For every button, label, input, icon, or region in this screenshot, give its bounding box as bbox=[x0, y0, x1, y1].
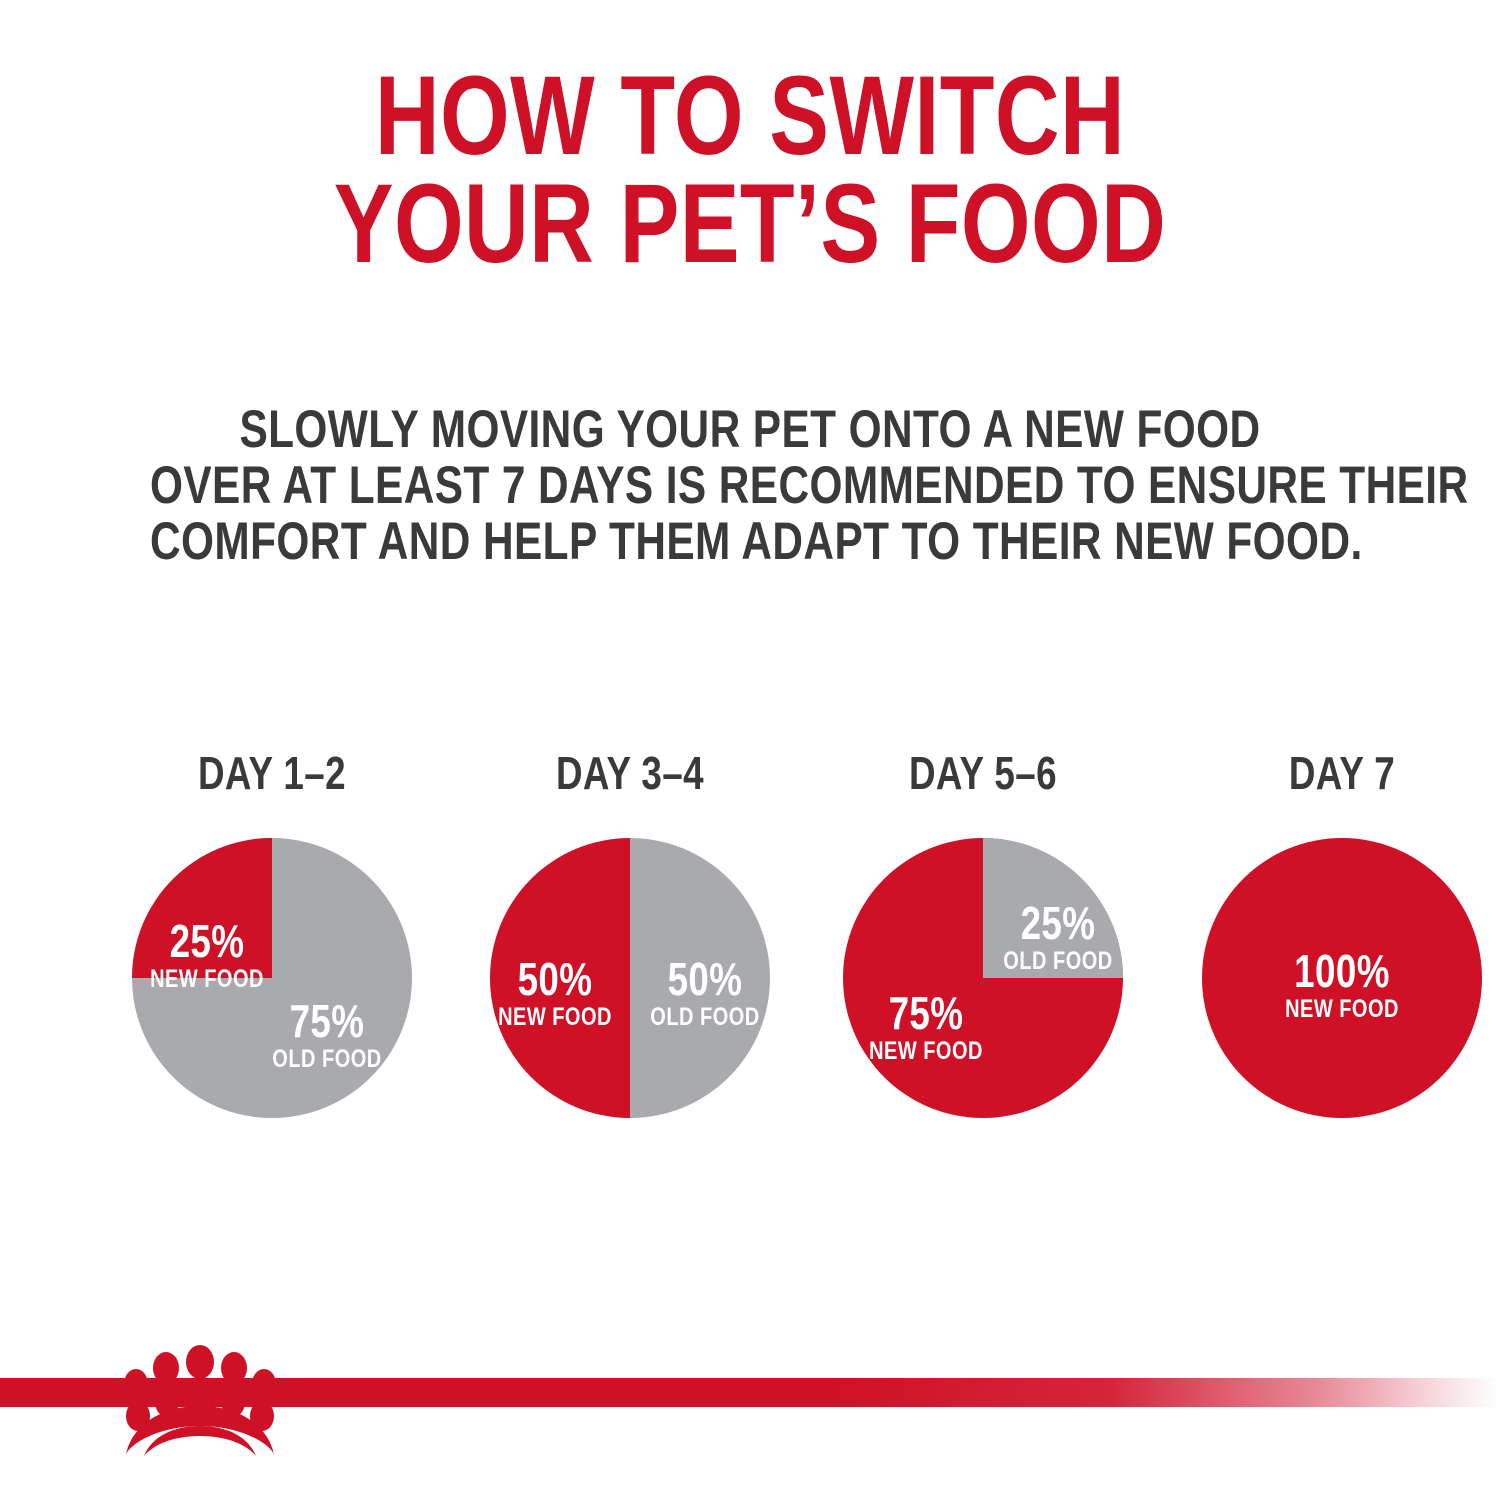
pie-chart-row: DAY 1–2 25% NEW FOOD 75% OLD FOOD DAY 3–… bbox=[0, 748, 1500, 1168]
day-label-4: DAY 7 bbox=[1288, 747, 1396, 799]
pie-label-new-food: 25% NEW FOOD bbox=[132, 918, 282, 994]
pie-pct-new-food: 25% bbox=[169, 915, 245, 967]
pie-name-new-food: NEW FOOD bbox=[498, 1003, 612, 1031]
footer-red-bar bbox=[0, 1378, 1500, 1407]
pie-name-new-food: NEW FOOD bbox=[1285, 995, 1399, 1023]
pie-slice-new-food bbox=[132, 838, 272, 978]
subtitle-line-2: OVER AT LEAST 7 DAYS IS RECOMMENDED TO E… bbox=[150, 456, 1469, 515]
pie-pct-old-food: 25% bbox=[1020, 897, 1096, 949]
pie-name-new-food: NEW FOOD bbox=[150, 965, 264, 993]
pie-chart-day-1-2: DAY 1–2 25% NEW FOOD 75% OLD FOOD bbox=[122, 748, 422, 1168]
pie-label-new-food: 75% NEW FOOD bbox=[851, 990, 1001, 1066]
pie-pct-new-food: 100% bbox=[1294, 945, 1390, 997]
pie-pct-new-food: 75% bbox=[888, 987, 964, 1039]
pie-name-old-food: OLD FOOD bbox=[272, 1045, 382, 1073]
day-label-1: DAY 1–2 bbox=[197, 747, 347, 799]
pie-slice-new-food bbox=[490, 838, 630, 1118]
day-label-2: DAY 3–4 bbox=[555, 747, 705, 799]
pie-label-new-food: 50% NEW FOOD bbox=[490, 956, 630, 1032]
footer bbox=[0, 1330, 1500, 1500]
pie-graphic-day-3-4: 50% NEW FOOD 50% OLD FOOD bbox=[490, 838, 770, 1118]
pie-label-old-food: 25% OLD FOOD bbox=[983, 900, 1123, 976]
pie-chart-day-7: DAY 7 100% NEW FOOD bbox=[1192, 748, 1492, 1168]
pie-pct-old-food: 75% bbox=[289, 995, 365, 1047]
pie-label-old-food: 50% OLD FOOD bbox=[630, 956, 770, 1032]
pie-graphic-day-7: 100% NEW FOOD bbox=[1202, 838, 1482, 1118]
day-label-3: DAY 5–6 bbox=[908, 747, 1058, 799]
title-line-2: YOUR PET’S FOOD bbox=[333, 161, 1167, 286]
pie-name-new-food: NEW FOOD bbox=[869, 1037, 983, 1065]
page-title: HOW TO SWITCH YOUR PET’S FOOD bbox=[0, 53, 1500, 286]
royal-canin-crown-icon bbox=[100, 1340, 300, 1460]
pie-chart-day-3-4: DAY 3–4 50% NEW FOOD 50% OLD FOOD bbox=[480, 748, 780, 1168]
pie-label-old-food: 75% OLD FOOD bbox=[252, 998, 402, 1074]
pie-label-new-food: 100% NEW FOOD bbox=[1267, 948, 1417, 1024]
pie-graphic-day-5-6: 25% OLD FOOD 75% NEW FOOD bbox=[843, 838, 1123, 1118]
pie-pct-new-food: 50% bbox=[517, 953, 593, 1005]
pie-pct-old-food: 50% bbox=[667, 953, 743, 1005]
subtitle-line-3: COMFORT AND HELP THEM ADAPT TO THEIR NEW… bbox=[150, 512, 1363, 571]
pie-name-old-food: OLD FOOD bbox=[1003, 947, 1113, 975]
subtitle-line-1: SLOWLY MOVING YOUR PET ONTO A NEW FOOD bbox=[239, 400, 1261, 459]
pie-slice-old-food bbox=[983, 838, 1123, 978]
pie-slice-new-food bbox=[1202, 838, 1482, 1118]
pie-chart-day-5-6: DAY 5–6 25% OLD FOOD 75% NEW FOOD bbox=[833, 748, 1133, 1168]
pie-graphic-day-1-2: 25% NEW FOOD 75% OLD FOOD bbox=[132, 838, 412, 1118]
subtitle: SLOWLY MOVING YOUR PET ONTO A NEW FOOD O… bbox=[0, 402, 1500, 570]
pie-slice-old-food bbox=[630, 838, 770, 1118]
pie-name-old-food: OLD FOOD bbox=[650, 1003, 760, 1031]
title-line-1: HOW TO SWITCH bbox=[374, 53, 1126, 178]
